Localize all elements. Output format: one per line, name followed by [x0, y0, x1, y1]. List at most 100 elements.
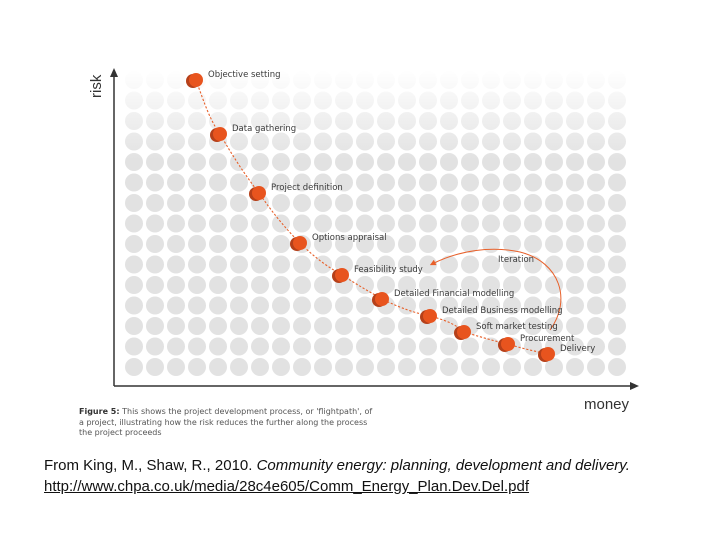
grid-dot — [524, 296, 542, 315]
stage-label: Options appraisal — [312, 233, 387, 243]
grid-dot — [503, 173, 521, 192]
grid-dot — [314, 214, 332, 233]
citation-title: Community energy: planning, development … — [256, 457, 630, 474]
grid-dot — [230, 235, 248, 253]
stage-item: Soft market testing — [454, 322, 558, 340]
grid-dot — [188, 194, 206, 212]
grid-dot — [398, 337, 416, 356]
grid-dot — [209, 194, 227, 212]
grid-dot — [608, 194, 626, 212]
grid-dot — [356, 358, 374, 376]
stage-label: Procurement — [520, 334, 575, 344]
grid-dot — [461, 255, 479, 274]
grid-dot — [293, 255, 311, 274]
grid-dot — [545, 358, 563, 376]
grid-dot — [482, 276, 500, 294]
grid-dot — [461, 173, 479, 192]
grid-dot — [293, 276, 311, 294]
grid-dot — [608, 317, 626, 335]
grid-dot — [293, 296, 311, 315]
grid-dot — [209, 255, 227, 274]
y-axis-label: risk — [88, 74, 105, 98]
grid-dot — [293, 173, 311, 192]
grid-dot — [188, 173, 206, 192]
stage-dot — [213, 127, 227, 141]
grid-dot — [272, 235, 290, 253]
grid-dot — [482, 358, 500, 376]
grid-dot — [545, 214, 563, 233]
grid-dot — [440, 358, 458, 376]
grid-dot — [545, 235, 563, 253]
grid-dot — [503, 194, 521, 212]
grid-dot — [587, 214, 605, 233]
grid-dot — [314, 337, 332, 356]
grid-dot — [251, 214, 269, 233]
stage-item: Detailed Financial modelling — [372, 289, 514, 307]
grid-dot — [230, 337, 248, 356]
grid-dot — [356, 276, 374, 294]
stage-label: Objective setting — [208, 70, 280, 80]
grid-dot — [398, 214, 416, 233]
grid-dot — [251, 296, 269, 315]
grid-dot — [440, 255, 458, 274]
grid-dot — [356, 296, 374, 315]
grid-dot — [545, 255, 563, 274]
grid-dot — [524, 337, 542, 356]
grid-dot — [524, 317, 542, 335]
grid-dot — [314, 276, 332, 294]
stage-dot — [252, 186, 266, 200]
grid-dot — [461, 235, 479, 253]
stage-label: Soft market testing — [476, 322, 558, 332]
grid-dot — [461, 296, 479, 315]
grid-dot — [608, 276, 626, 294]
grid-dot — [524, 358, 542, 376]
grid-dot — [524, 276, 542, 294]
grid-dot — [209, 317, 227, 335]
grid-dot — [419, 214, 437, 233]
grid-dot — [482, 214, 500, 233]
grid-dot — [251, 337, 269, 356]
grid-dot — [461, 214, 479, 233]
grid-dot — [440, 317, 458, 335]
grid-dot — [335, 214, 353, 233]
grid-dot — [293, 214, 311, 233]
grid-dot — [587, 235, 605, 253]
grid-dot — [503, 317, 521, 335]
grid-dot — [188, 235, 206, 253]
grid-dot — [524, 255, 542, 274]
stage-dot — [541, 347, 555, 361]
grid-dot — [356, 173, 374, 192]
grid-dot — [314, 317, 332, 335]
grid-dot — [146, 276, 164, 294]
grid-dot — [566, 296, 584, 315]
grid-dot — [167, 214, 185, 233]
grid-dot — [566, 255, 584, 274]
grid-dot — [440, 235, 458, 253]
stage-label: Project definition — [271, 183, 343, 193]
grid-dot — [377, 214, 395, 233]
grid-dot — [125, 296, 143, 315]
grid-dot — [356, 317, 374, 335]
grid-dot — [398, 255, 416, 274]
grid-dot — [377, 235, 395, 253]
grid-dot — [608, 296, 626, 315]
grid-dot — [230, 194, 248, 212]
grid-dot — [272, 296, 290, 315]
grid-dot — [545, 317, 563, 335]
grid-dot — [398, 358, 416, 376]
grid-dot — [146, 214, 164, 233]
stage-item: Delivery — [538, 344, 595, 362]
grid-dot — [272, 358, 290, 376]
stage-points: Objective setting Data gathering Project d… — [186, 70, 595, 362]
grid-dot — [335, 194, 353, 212]
citation-link[interactable]: http://www.chpa.co.uk/media/28c4e605/Com… — [44, 478, 529, 495]
grid-dot — [608, 337, 626, 356]
stage-dot — [457, 325, 471, 339]
grid-dot — [314, 194, 332, 212]
grid-dot — [419, 194, 437, 212]
stage-dot — [293, 236, 307, 250]
grid-dot — [230, 173, 248, 192]
grid-dot — [146, 358, 164, 376]
grid-dot — [566, 317, 584, 335]
